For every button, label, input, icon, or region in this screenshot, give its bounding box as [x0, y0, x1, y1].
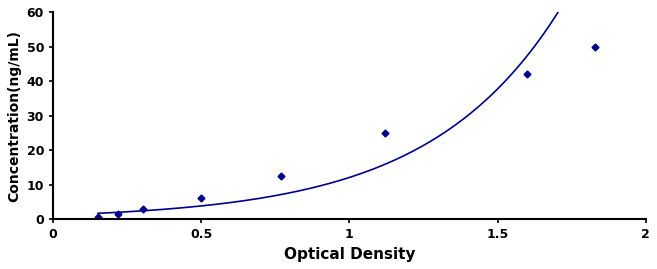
Y-axis label: Concentration(ng/mL): Concentration(ng/mL)	[7, 30, 21, 202]
X-axis label: Optical Density: Optical Density	[284, 247, 415, 262]
